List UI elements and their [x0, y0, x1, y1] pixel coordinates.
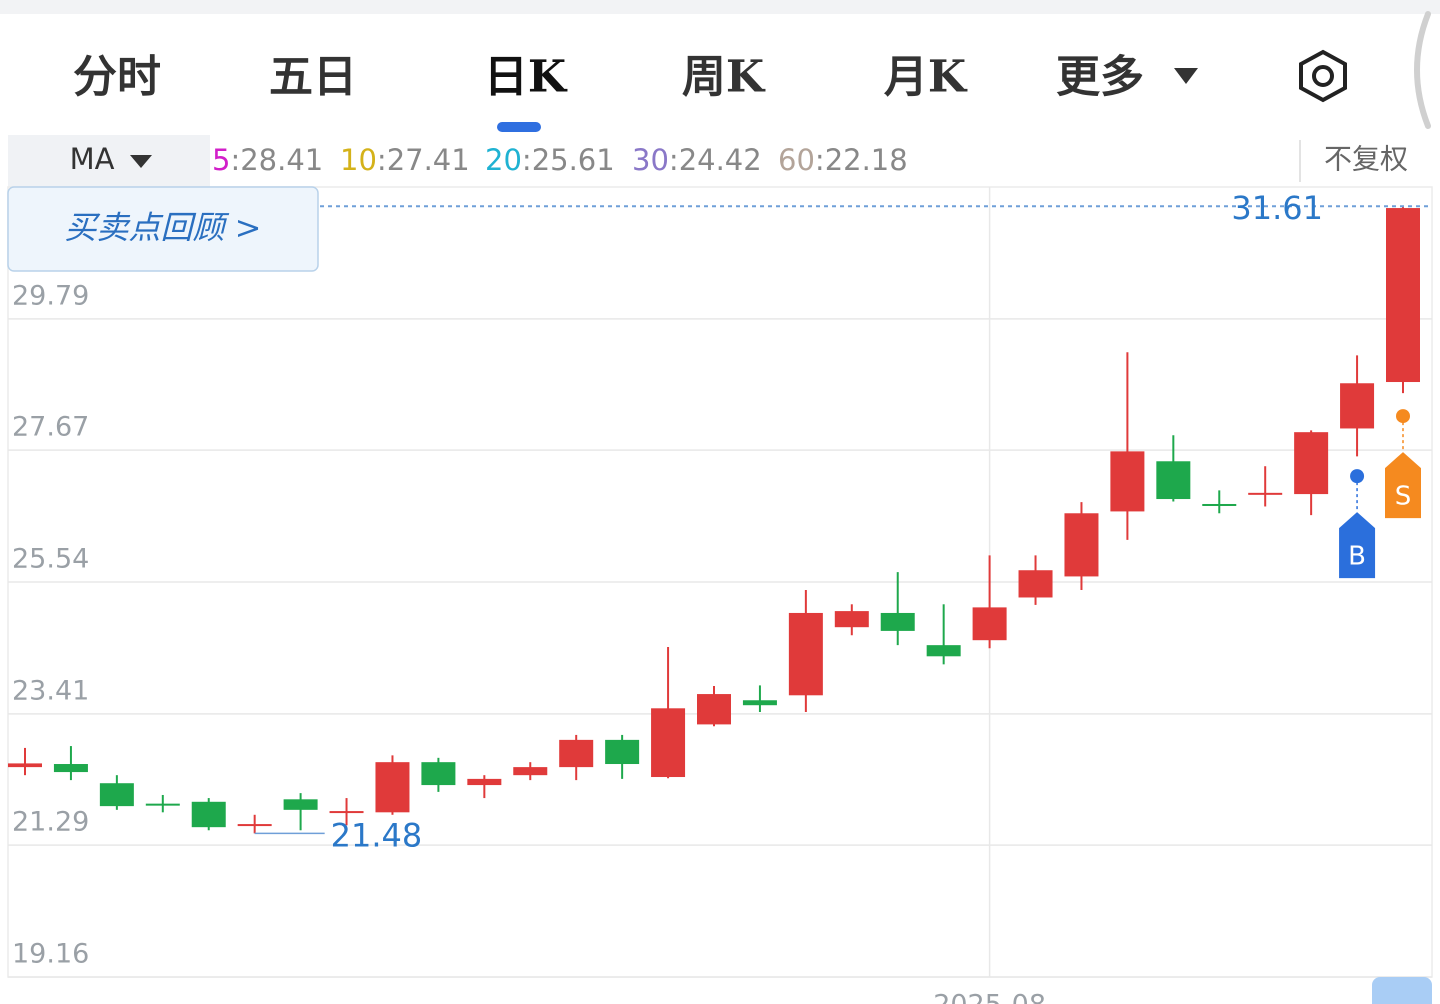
- candle-body: [191, 801, 226, 828]
- hexagon: [1299, 49, 1347, 103]
- legend-text: :: [522, 143, 532, 177]
- candle-body: [1340, 383, 1375, 429]
- y-tick-label: 29.79: [12, 280, 89, 311]
- candle-body: [145, 803, 180, 806]
- max-label: 31.61: [1231, 189, 1323, 227]
- candle-body: [1156, 461, 1191, 500]
- legend-text: :: [230, 143, 240, 177]
- legend-entry: 10:27.41: [340, 143, 470, 177]
- candle-body: [605, 739, 640, 765]
- candle-body: [1110, 451, 1145, 512]
- legend-text: 22.18: [825, 143, 908, 177]
- legend-text: 27.41: [387, 143, 470, 177]
- candle-body: [1248, 492, 1283, 495]
- legend-text: 28.41: [240, 143, 323, 177]
- candle-body: [972, 607, 1007, 641]
- tab-active[interactable]: 日K: [484, 52, 568, 103]
- candle-body: [1386, 208, 1420, 383]
- tab[interactable]: 分时: [73, 52, 161, 103]
- legend-text: 30: [632, 143, 669, 177]
- candle-body: [237, 824, 272, 827]
- candle-body: [283, 799, 318, 810]
- legend-entry: 20:25.61: [485, 143, 615, 177]
- settings-icon[interactable]: [1299, 49, 1347, 103]
- candle-body: [329, 811, 364, 814]
- candle-body: [788, 612, 823, 696]
- tab[interactable]: 周K: [682, 52, 766, 103]
- legend-text: 20: [485, 143, 522, 177]
- dropdown-arrow: [130, 155, 152, 168]
- legend-entry: 30:24.42: [632, 143, 762, 177]
- marker-label: S: [1395, 482, 1412, 512]
- legend-text: :: [669, 143, 679, 177]
- candle-body: [8, 763, 42, 768]
- marker-tag: [1385, 452, 1421, 519]
- icon-circle: [1312, 65, 1334, 87]
- candle-body: [99, 783, 134, 807]
- marker-dot: [1350, 469, 1365, 484]
- legend-entry: 60:22.18: [778, 143, 908, 177]
- legend-text: 10: [340, 143, 377, 177]
- candle-body: [651, 708, 686, 778]
- candle-body: [375, 762, 410, 813]
- x-tick-label: 2025-08: [933, 990, 1046, 1004]
- y-tick-label: 25.54: [12, 544, 89, 575]
- candle-body: [1294, 432, 1329, 495]
- legend-text: 24.42: [679, 143, 762, 177]
- adjust-box[interactable]: [1300, 135, 1432, 187]
- legend-text: 5: [212, 143, 230, 177]
- tab[interactable]: 更多: [1056, 52, 1144, 103]
- indicator-label[interactable]: MA: [70, 142, 115, 176]
- marker-label: B: [1348, 542, 1366, 572]
- legend-entry: 5:28.41: [212, 143, 323, 177]
- plot: 19.16 21.29 23.41 25.54 27.67 29.79 2025-08 31.…: [7, 186, 1433, 1004]
- marker-tag: [1339, 512, 1376, 579]
- candle-body: [513, 767, 548, 776]
- tab[interactable]: 五日: [269, 52, 357, 103]
- overlay: 买卖点回顾 > 5:28.41 10:27.41 20:25.61 30:24.42 6…: [7, 143, 1432, 1004]
- min-label: 21.48: [331, 816, 423, 854]
- tab-bar: 分时 五日 日K 周K 月K 更多: [73, 11, 1431, 132]
- tab[interactable]: 月K: [884, 52, 968, 103]
- status-strip: [0, 0, 1440, 14]
- legend-text: :: [377, 143, 387, 177]
- y-tick-label: 19.16: [12, 939, 89, 970]
- tab-underline: [497, 122, 541, 132]
- candle-body: [421, 762, 456, 786]
- candle-body: [1064, 513, 1099, 577]
- candle-body: [1202, 503, 1237, 506]
- review-button[interactable]: [7, 186, 319, 272]
- candle-body: [1018, 570, 1053, 598]
- legend-text: 60: [778, 143, 815, 177]
- candle-body: [697, 694, 731, 725]
- review-button-label[interactable]: 买卖点回顾 >: [65, 209, 262, 247]
- corner-tab[interactable]: [1372, 977, 1432, 1004]
- edge-handle: [1414, 11, 1431, 129]
- adjust-label[interactable]: 不复权: [1324, 143, 1408, 176]
- candle-body: [926, 645, 961, 657]
- legend-text: :: [815, 143, 825, 177]
- candle-body: [834, 611, 869, 628]
- candle-body: [467, 778, 502, 786]
- legend-text: 25.61: [532, 143, 615, 177]
- indicator-box[interactable]: [8, 135, 210, 187]
- candle-body: [880, 612, 915, 631]
- candle-body: [53, 764, 88, 773]
- y-tick-label: 21.29: [12, 807, 89, 838]
- candle-body: [742, 700, 777, 706]
- y-tick-label: 23.41: [12, 675, 89, 706]
- y-tick-label: 27.67: [12, 412, 89, 443]
- dropdown-arrow: [1174, 68, 1198, 84]
- marker-dot: [1396, 409, 1410, 424]
- candle-body: [559, 739, 594, 768]
